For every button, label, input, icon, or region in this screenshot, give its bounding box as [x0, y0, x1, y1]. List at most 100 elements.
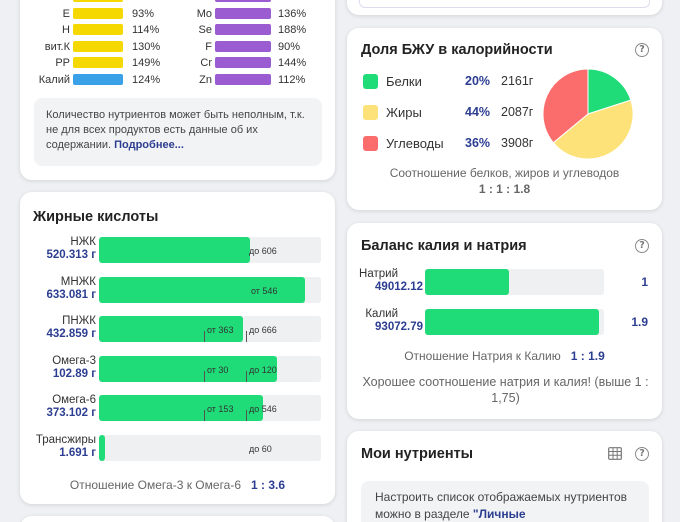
- nutrient-label: Cu: [198, 0, 212, 4]
- nutrient-percent: 149%: [132, 57, 161, 69]
- legend-percent: 20%: [465, 74, 491, 88]
- nutrients-note-text: Количество нутриентов может быть неполны…: [46, 109, 305, 151]
- my-nutrients-note: Настроить список отображаемых нутриентов…: [361, 481, 649, 522]
- nutrient-bar: [73, 24, 123, 35]
- fatty-acid-marker-tick: [246, 410, 247, 422]
- next-card-left: [20, 516, 335, 522]
- omega-ratio: Отношение Омега-3 к Омега-6 1 : 3.6: [20, 478, 335, 492]
- nutrient-row: Калий 124%: [39, 73, 160, 87]
- fatty-acid-bar-fill: [99, 276, 305, 303]
- nutrient-bar: [215, 7, 271, 19]
- bju-card: Доля БЖУ в калорийности ? Белки 20% 2161г Ж…: [347, 28, 662, 210]
- legend-name: Углеводы: [386, 136, 444, 151]
- fatty-acid-name: НЖК: [70, 236, 96, 248]
- fatty-acid-bar: до 606: [99, 237, 321, 263]
- fatty-acid-name: Омега-3: [52, 354, 96, 367]
- nutrient-bar: [73, 7, 123, 19]
- fatty-acid-marker-tick: [204, 331, 205, 343]
- potassium-sodium-card: Баланс калия и натрия ? Натрий 49012.12 1 К…: [347, 223, 662, 419]
- nutrient-bar: [73, 0, 123, 2]
- nutrient-label: вит.К: [44, 40, 70, 53]
- top-right-card: [347, 0, 662, 15]
- kna-comment: Хорошее соотношение натрия и калия! (выш…: [362, 375, 649, 405]
- fatty-acid-value: 633.081 г: [46, 288, 96, 301]
- fatty-acid-marker: до 60: [249, 444, 272, 454]
- fatty-acid-marker: от 546: [251, 285, 278, 296]
- fatty-acid-bar: от 546: [99, 276, 321, 303]
- fatty-acid-bar-fill: [99, 395, 263, 422]
- kna-bar-fill: [425, 309, 599, 335]
- fatty-acid-bar-fill: [99, 355, 277, 382]
- legend-grams: 3908г: [501, 136, 534, 150]
- omega-ratio-value: 1 : 3.6: [251, 478, 286, 492]
- nutrient-bar: [215, 40, 271, 52]
- my-nutrients-card: Мои нутриенты ? Настроить список отображ…: [347, 431, 662, 522]
- nutrient-bar: [73, 57, 123, 68]
- nutrient-bar: [215, 57, 271, 68]
- kna-ratio-number: 1: [641, 275, 648, 289]
- kna-bar: [425, 309, 604, 335]
- nutrient-label: E: [62, 7, 70, 20]
- nutrient-percent: 90%: [278, 40, 301, 53]
- fatty-acid-bar: от 153 до 546: [99, 395, 321, 422]
- fatty-acid-marker: от 363: [207, 325, 234, 336]
- fatty-acid-marker: от 153: [207, 404, 234, 415]
- fatty-acid-bar: от 363 до 666: [99, 316, 321, 343]
- fatty-acid-name: Трансжиры: [35, 434, 96, 446]
- more-link[interactable]: Подробнее...: [114, 139, 184, 151]
- legend-grams: 2087г: [501, 105, 534, 119]
- fatty-acid-bar-fill: [99, 435, 105, 461]
- nutrient-percent: 130%: [132, 40, 161, 53]
- nutrient-row: H 114%: [62, 23, 159, 37]
- my-nutrients-text: Настроить список отображаемых нутриентов…: [375, 490, 628, 521]
- legend-name: Белки: [386, 74, 422, 89]
- bju-ratio-label: Соотношение белков, жиров и углеводов: [389, 166, 620, 180]
- kna-ratio: Отношение Натрия к Калию 1 : 1.9: [347, 349, 662, 363]
- fatty-acid-marker-tick: [204, 410, 205, 422]
- kna-bar-fill: [425, 269, 509, 295]
- nutrient-bar: [215, 73, 271, 85]
- help-icon[interactable]: ?: [635, 43, 649, 57]
- nutrient-row: F 90%: [205, 40, 300, 54]
- fatty-acid-bar: от 30 до 120: [99, 355, 321, 382]
- nutrient-percent: 112%: [278, 73, 306, 86]
- kna-title: Баланс калия и натрия: [361, 238, 527, 254]
- pie-slice: [587, 68, 632, 115]
- fatty-acid-bar-fill: [99, 237, 250, 263]
- personal-link[interactable]: "Личные: [472, 507, 526, 521]
- fatty-acid-marker: от 30: [207, 364, 229, 375]
- kna-value: 93072.79: [375, 321, 423, 333]
- fatty-acid-marker: до 120: [249, 364, 277, 375]
- fatty-acid-bar-fill: [99, 316, 243, 343]
- kna-value: 49012.12: [375, 281, 423, 293]
- bju-pie-chart: [542, 68, 634, 160]
- nutrients-note: Количество нутриентов может быть неполны…: [34, 98, 322, 166]
- nutrient-label: H: [62, 24, 70, 36]
- help-icon[interactable]: ?: [635, 239, 649, 253]
- nutrient-percent: 114%: [132, 24, 160, 36]
- omega-ratio-label: Отношение Омега-3 к Омега-6: [69, 478, 242, 492]
- fatty-acid-value: 102.89 г: [52, 367, 96, 380]
- legend-swatch: [363, 136, 378, 151]
- legend-swatch: [363, 105, 378, 120]
- nutrient-row: Se 188%: [199, 23, 306, 37]
- help-icon[interactable]: ?: [635, 447, 649, 461]
- fatty-acid-marker: до 546: [249, 404, 277, 415]
- kna-name: Натрий: [359, 268, 398, 280]
- legend-percent: 44%: [465, 105, 491, 119]
- table-icon[interactable]: [608, 447, 622, 460]
- nutrient-label: Se: [198, 24, 212, 36]
- bju-ratio-value: 1 : 1 : 1.8: [478, 182, 531, 196]
- nutrient-percent: 133%: [132, 0, 160, 4]
- nutrient-row: D 133%: [62, 0, 160, 4]
- nutrient-bar: [215, 0, 271, 2]
- nutrient-percent: 93%: [132, 7, 155, 20]
- fatty-acid-name: Омега-6: [52, 394, 96, 407]
- nutrient-row: PP 149%: [55, 56, 160, 70]
- nutrient-label: PP: [55, 57, 70, 69]
- nutrient-bar: [73, 73, 123, 85]
- nutrient-label: F: [205, 40, 212, 53]
- nutrient-row: вит.К 130%: [45, 40, 160, 54]
- kna-ratio-value: 1 : 1.9: [570, 349, 605, 363]
- fatty-acid-marker-tick: [204, 370, 205, 382]
